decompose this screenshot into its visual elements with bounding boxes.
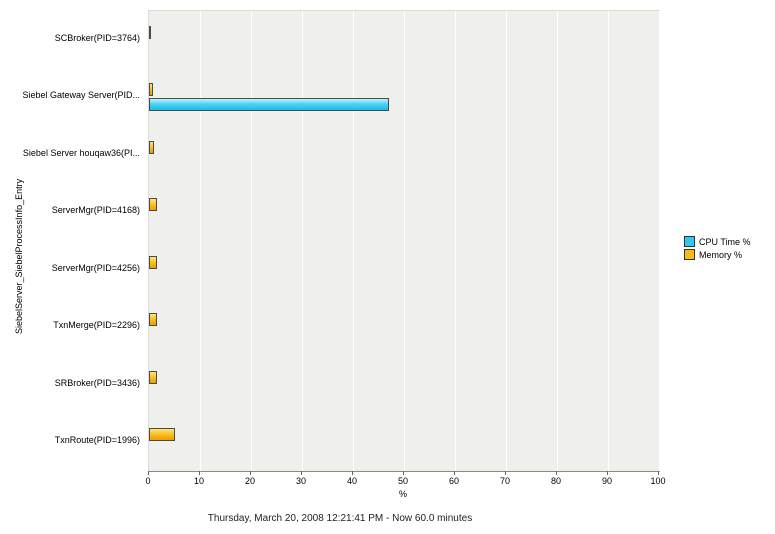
gridline — [659, 11, 660, 471]
gridline — [557, 11, 558, 471]
bar-memory — [149, 141, 154, 154]
gridline — [608, 11, 609, 471]
category-label: TxnMerge(PID=2296) — [53, 320, 140, 331]
category-label: ServerMgr(PID=4256) — [51, 262, 140, 273]
x-tick-label: 20 — [244, 476, 256, 486]
x-tick-label: 100 — [650, 476, 666, 486]
x-tick-label: 0 — [145, 476, 151, 486]
gridline — [251, 11, 252, 471]
plot-area — [148, 10, 660, 472]
legend-swatch — [684, 236, 695, 247]
x-tick-label: 70 — [499, 476, 511, 486]
bar-memory — [149, 26, 151, 39]
x-tick-mark — [658, 471, 659, 475]
x-tick-label: 40 — [346, 476, 358, 486]
legend-item: Memory % — [684, 249, 751, 260]
bar-memory — [149, 256, 157, 269]
gridline — [455, 11, 456, 471]
x-tick-label: 80 — [550, 476, 562, 486]
x-tick-label: 30 — [295, 476, 307, 486]
x-tick-label: 90 — [601, 476, 613, 486]
x-tick-mark — [403, 471, 404, 475]
chart-caption: Thursday, March 20, 2008 12:21:41 PM - N… — [207, 513, 473, 524]
gridline — [302, 11, 303, 471]
bar-cpu-time — [149, 98, 389, 111]
x-tick-mark — [148, 471, 149, 475]
bar-memory — [149, 83, 153, 96]
x-tick-mark — [505, 471, 506, 475]
x-tick-mark — [199, 471, 200, 475]
x-tick-mark — [454, 471, 455, 475]
legend-label: Memory % — [699, 249, 743, 260]
x-axis-ticks: 0 10 20 30 40 50 60 70 80 90 100 — [145, 471, 666, 491]
x-tick-label: 50 — [397, 476, 409, 486]
legend-item: CPU Time % — [684, 236, 751, 247]
gridline — [353, 11, 354, 471]
x-tick-mark — [352, 471, 353, 475]
bar-memory — [149, 371, 157, 384]
x-axis-label: % — [398, 489, 407, 499]
category-label: TxnRoute(PID=1996) — [54, 435, 140, 446]
gridline — [200, 11, 201, 471]
category-label: SCBroker(PID=3764) — [54, 32, 140, 43]
bar-memory — [149, 313, 157, 326]
x-tick-label: 60 — [448, 476, 460, 486]
legend: CPU Time % Memory % — [684, 236, 751, 262]
legend-swatch — [684, 249, 695, 260]
gridline — [506, 11, 507, 471]
x-tick-mark — [556, 471, 557, 475]
x-tick-mark — [301, 471, 302, 475]
category-label: Siebel Server houqaw36(PI... — [22, 147, 140, 158]
x-tick-mark — [250, 471, 251, 475]
gridline — [404, 11, 405, 471]
bar-memory — [149, 198, 157, 211]
bar-memory — [149, 428, 175, 441]
x-tick-label: 10 — [193, 476, 205, 486]
category-axis: SCBroker(PID=3764) Siebel Gateway Server(… — [0, 10, 144, 470]
category-label: SRBroker(PID=3436) — [54, 377, 140, 388]
category-label: Siebel Gateway Server(PID... — [22, 90, 140, 101]
category-label: ServerMgr(PID=4168) — [51, 205, 140, 216]
x-tick-mark — [607, 471, 608, 475]
legend-label: CPU Time % — [699, 236, 751, 247]
